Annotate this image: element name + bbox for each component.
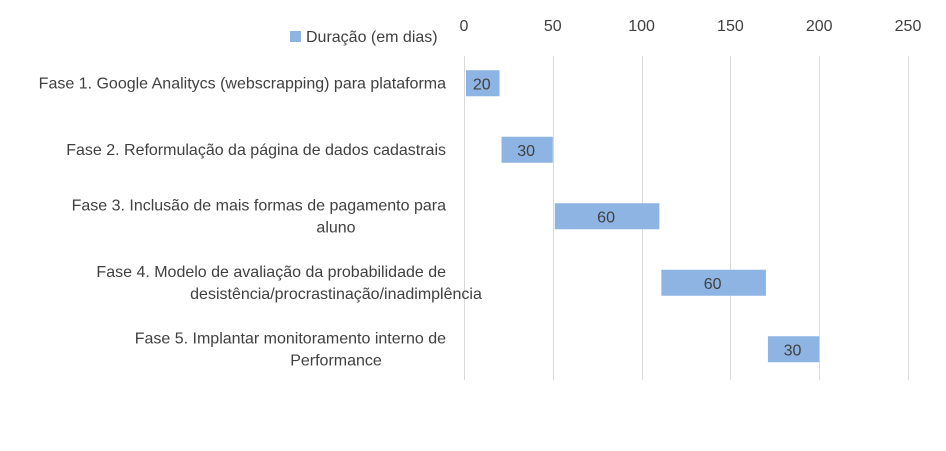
x-tick-label: 200 bbox=[806, 18, 833, 35]
gridlines bbox=[464, 56, 909, 380]
x-tick-label: 50 bbox=[544, 18, 562, 35]
bar bbox=[501, 136, 553, 163]
x-tick-label: 150 bbox=[717, 18, 744, 35]
category-label: desistência/procrastinação/inadimplência bbox=[190, 286, 482, 303]
legend-label: Duração (em dias) bbox=[306, 29, 438, 46]
category-label: aluno bbox=[316, 219, 355, 236]
category-label: Fase 5. Implantar monitoramento interno … bbox=[135, 330, 446, 347]
bar bbox=[466, 70, 500, 97]
category-label: Fase 4. Modelo de avaliação da probabili… bbox=[96, 264, 446, 281]
bar-value-label: 30 bbox=[784, 342, 802, 359]
x-axis-ticks: 0 50 100 150 200 250 bbox=[460, 18, 922, 35]
x-tick-label: 0 bbox=[460, 18, 469, 35]
category-label: Fase 1. Google Analitycs (webscrapping) … bbox=[39, 75, 446, 92]
bar-value-label: 30 bbox=[517, 143, 535, 160]
bar-value-label: 60 bbox=[597, 209, 615, 226]
bar bbox=[661, 269, 766, 296]
bar-value-label: 20 bbox=[473, 76, 491, 93]
legend-swatch bbox=[290, 31, 301, 42]
x-tick-label: 250 bbox=[895, 18, 922, 35]
category-labels: Fase 1. Google Analitycs (webscrapping) … bbox=[39, 75, 482, 369]
bar-value-label: 60 bbox=[704, 276, 722, 293]
x-tick-label: 100 bbox=[628, 18, 655, 35]
legend: Duração (em dias) bbox=[290, 29, 438, 46]
category-label: Fase 3. Inclusão de mais formas de pagam… bbox=[72, 197, 447, 214]
bar bbox=[554, 203, 660, 230]
category-label: Performance bbox=[290, 352, 382, 369]
category-label: Fase 2. Reformulação da página de dados … bbox=[66, 142, 446, 159]
bars: 20 30 60 60 30 bbox=[466, 70, 820, 363]
bar bbox=[767, 336, 820, 363]
